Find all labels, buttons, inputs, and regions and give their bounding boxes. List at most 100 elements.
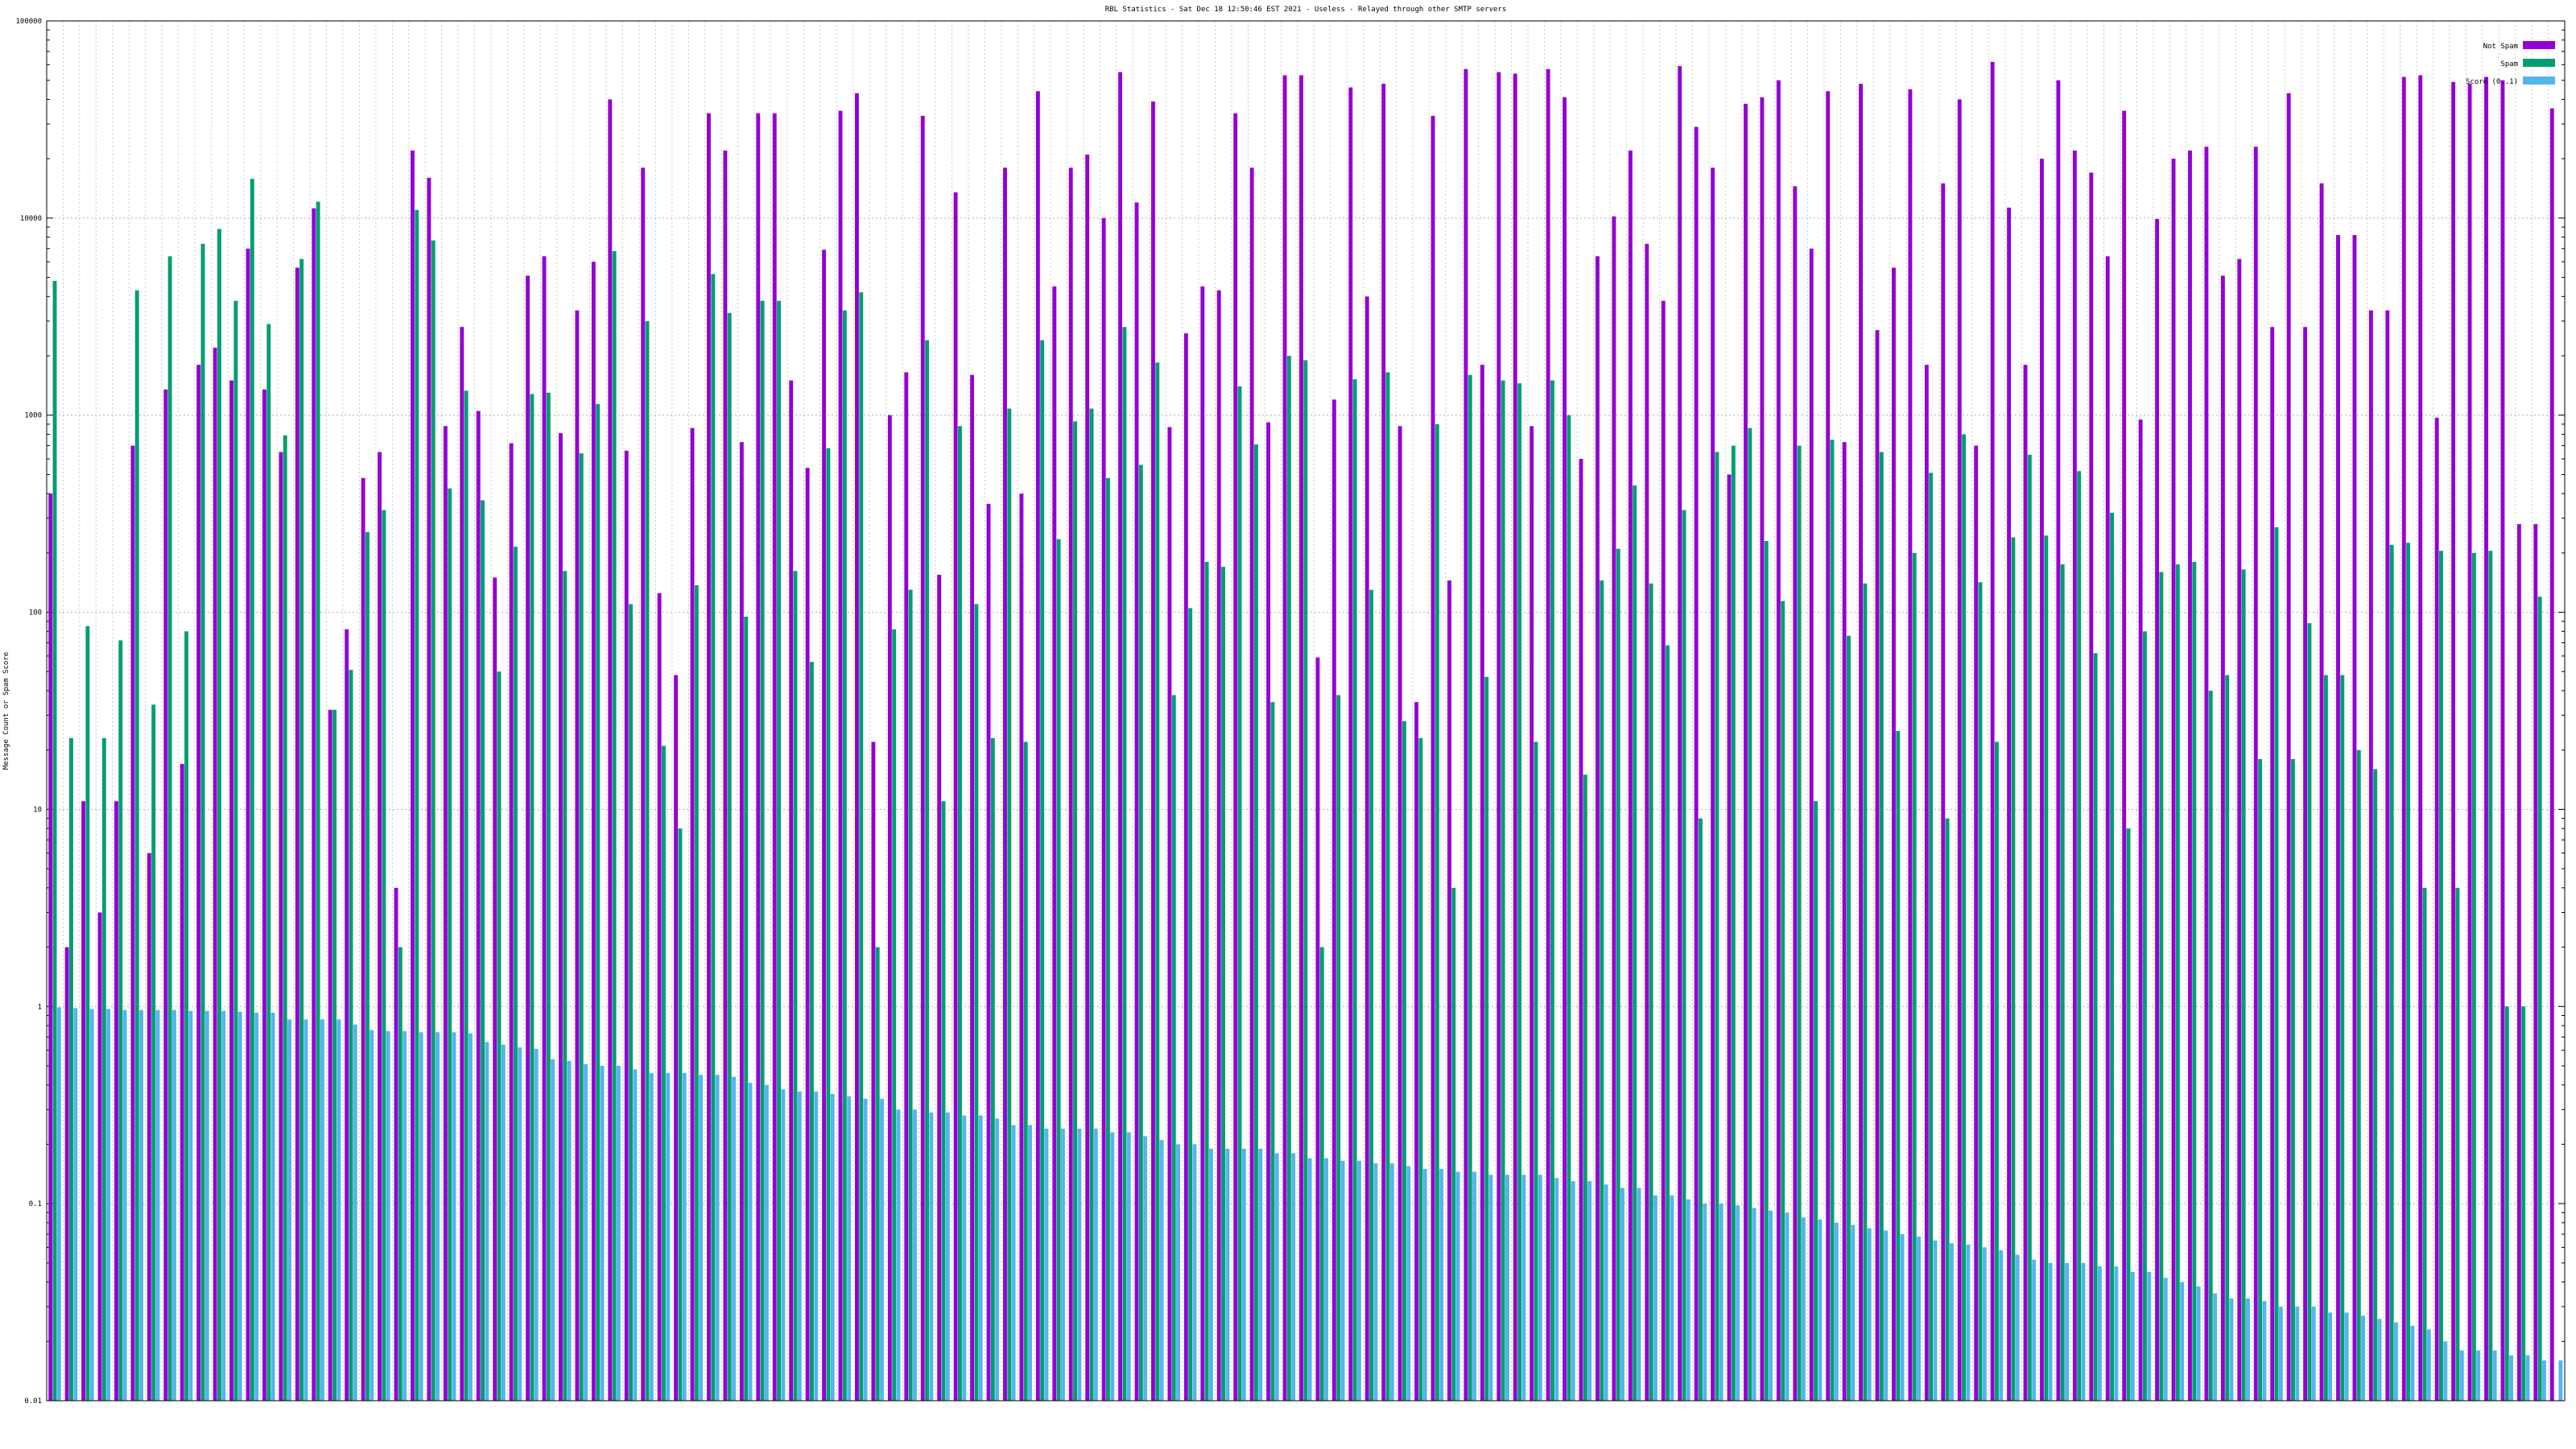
bar-spam [760,300,765,1401]
bar-not-spam [1019,493,1024,1401]
bar-not-spam [822,250,827,1401]
bar-score-0-1 [287,1019,291,1401]
bar-score-0-1 [2262,1301,2267,1401]
bar-score-0-1 [2032,1259,2037,1401]
bar-score-0-1 [2459,1350,2464,1401]
bar-not-spam [1266,422,1271,1401]
bar-not-spam [1282,75,1287,1401]
bar-spam [349,670,353,1401]
bar-not-spam [509,443,514,1401]
bar-score-0-1 [978,1115,983,1401]
bar-not-spam [2237,258,2242,1402]
bar-not-spam [1957,99,1962,1402]
bar-spam [1501,380,1505,1402]
bar-spam [233,300,238,1401]
bar-score-0-1 [1982,1247,1987,1401]
bar-not-spam [1397,426,1402,1401]
bar-score-0-1 [1867,1228,1872,1401]
bar-not-spam [48,493,53,1401]
bar-score-0-1 [2393,1322,2398,1401]
bar-score-0-1 [2147,1272,2152,1401]
bar-not-spam [361,477,365,1401]
y-tick-label: 100000 [15,18,42,26]
bar-spam [2208,691,2213,1401]
bar-score-0-1 [995,1118,1000,1401]
bar-score-0-1 [1208,1148,1213,1401]
bar-spam [2356,749,2361,1401]
bar-not-spam [707,113,711,1402]
bar-not-spam [1596,256,1600,1401]
bar-not-spam [2105,256,2110,1401]
bar-not-spam [1183,333,1188,1401]
bar-not-spam [1908,89,1913,1401]
bar-not-spam [1694,126,1699,1401]
bar-spam [2340,675,2345,1401]
bar-not-spam [641,167,646,1402]
bar-spam [1040,340,1045,1401]
bar-spam [69,737,73,1401]
bar-score-0-1 [1670,1195,1674,1401]
bar-score-0-1 [2114,1266,2119,1401]
bar-spam [1451,887,1456,1401]
bar-spam [250,179,254,1402]
bar-spam [1171,695,1176,1401]
bar-score-0-1 [1801,1217,1806,1401]
bar-spam [1748,427,1752,1401]
bar-not-spam [2220,275,2225,1402]
bar-spam [596,403,601,1401]
bar-spam [2027,454,2032,1401]
bar-score-0-1 [962,1115,967,1401]
bar-not-spam [262,389,266,1401]
bar-score-0-1 [2065,1262,2069,1401]
bar-spam [2389,544,2394,1401]
bar-spam [1138,464,1143,1401]
bar-not-spam [970,374,975,1402]
bar-spam [2537,597,2542,1401]
bar-spam [2406,543,2411,1401]
bar-not-spam [1348,87,1353,1402]
bar-score-0-1 [1389,1163,1394,1401]
bar-spam [1303,360,1308,1402]
bar-score-0-1 [567,1060,572,1401]
bar-spam [1567,415,1571,1402]
bar-score-0-1 [155,1009,160,1401]
bar-not-spam [2155,218,2160,1402]
bar-not-spam [723,151,728,1401]
bar-score-0-1 [2229,1298,2234,1401]
bar-not-spam [2484,76,2488,1401]
bar-spam [1929,473,1934,1401]
bar-spam [2323,675,2328,1401]
bar-score-0-1 [1736,1205,1740,1401]
bar-spam [908,589,913,1401]
bar-score-0-1 [2443,1341,2448,1401]
bar-spam [2143,631,2147,1401]
bar-not-spam [213,347,217,1401]
bar-not-spam [2418,75,2423,1401]
bar-score-0-1 [122,1009,127,1401]
bar-spam [1188,608,1193,1401]
bar-not-spam [1892,267,1896,1401]
bar-score-0-1 [912,1109,917,1401]
bar-not-spam [2023,365,2028,1402]
bar-score-0-1 [1225,1148,1230,1401]
bar-score-0-1 [551,1059,555,1401]
bar-spam [497,671,502,1401]
bar-spam [1731,445,1736,1401]
bar-not-spam [1842,442,1847,1402]
bar-score-0-1 [2163,1278,2168,1401]
bar-score-0-1 [649,1072,654,1401]
bar-not-spam [2352,234,2357,1402]
bar-not-spam [608,99,613,1402]
bar-not-spam [1711,167,1715,1402]
bar-spam [2077,471,2082,1401]
bar-score-0-1 [1455,1171,1460,1401]
bar-not-spam [1364,296,1369,1401]
y-tick-label: 0.1 [29,1200,42,1208]
bar-score-0-1 [1966,1244,1971,1401]
bar-score-0-1 [633,1069,638,1401]
bar-spam [1352,379,1357,1402]
bar-score-0-1 [1143,1136,1148,1401]
bar-score-0-1 [1604,1184,1608,1401]
bar-not-spam [1530,426,1534,1401]
bar-score-0-1 [2344,1312,2349,1401]
